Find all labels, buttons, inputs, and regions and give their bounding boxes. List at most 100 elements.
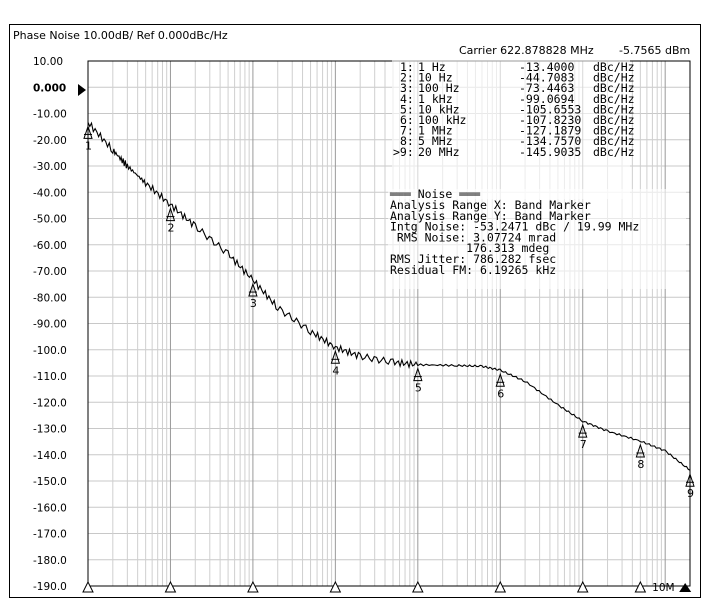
x-axis-band-markers[interactable]: 10M bbox=[82, 580, 692, 594]
noise-analysis-panel: ═══ Noise ═══Analysis Range X: Band Mark… bbox=[388, 187, 686, 289]
band-marker-icon[interactable] bbox=[634, 580, 647, 593]
band-marker-icon[interactable] bbox=[576, 580, 589, 593]
marker-9-triangle[interactable] bbox=[685, 472, 695, 487]
noise-panel-backdrop bbox=[388, 189, 686, 289]
noise-line: 176.313 mdeg bbox=[390, 241, 549, 255]
marker-table-cell: -134.7570 bbox=[519, 134, 581, 148]
marker-table-cell: 7: bbox=[400, 124, 414, 138]
marker-5-triangle[interactable] bbox=[413, 367, 423, 382]
marker-table-cell: 20 MHz bbox=[418, 145, 460, 159]
marker-table-cell: -13.4000 bbox=[519, 60, 574, 74]
marker-table-cell: 5 MHz bbox=[418, 134, 453, 148]
marker-3-triangle[interactable] bbox=[248, 282, 258, 297]
marker-table-cell: -44.7083 bbox=[519, 71, 574, 85]
ref-level-label: 0.000 bbox=[33, 82, 66, 94]
marker-table-cell: 2: bbox=[400, 71, 414, 85]
band-marker-icon[interactable] bbox=[494, 580, 507, 593]
x-axis-label-10m: 10M bbox=[652, 582, 674, 594]
marker-table-cell: dBc/Hz bbox=[593, 102, 635, 116]
y-tick-label: -90.00 bbox=[33, 319, 67, 331]
band-end-arrow-icon[interactable] bbox=[679, 583, 692, 592]
marker-table-cell: 1: bbox=[400, 60, 414, 74]
y-tick-label: -50.00 bbox=[33, 214, 67, 226]
y-tick-label: -160.0 bbox=[33, 502, 67, 514]
marker-table-cell: dBc/Hz bbox=[593, 60, 635, 74]
marker-table-cell: 5: bbox=[400, 102, 414, 116]
y-tick-label: -30.00 bbox=[33, 161, 67, 173]
band-marker-icon[interactable] bbox=[329, 580, 342, 593]
y-tick-label: -120.0 bbox=[33, 397, 67, 409]
marker-table-backdrop bbox=[392, 60, 630, 199]
band-marker-icon[interactable] bbox=[82, 580, 94, 593]
marker-table-cell: dBc/Hz bbox=[593, 81, 635, 95]
marker-table-cell: -127.1879 bbox=[519, 124, 581, 138]
y-tick-label: -20.00 bbox=[33, 135, 67, 147]
noise-line: Intg Noise: -53.2471 dBc / 19.99 MHz bbox=[390, 220, 639, 234]
marker-table-cell: dBc/Hz bbox=[593, 124, 635, 138]
marker-table-cell: 10 kHz bbox=[418, 102, 460, 116]
marker-table-cell: 4: bbox=[400, 92, 414, 106]
marker-table-cell: -107.8230 bbox=[519, 113, 581, 127]
title-bar-strip bbox=[0, 0, 703, 22]
carrier-frequency-readout: Carrier 622.878828 MHz bbox=[459, 44, 594, 57]
grid-lines bbox=[87, 60, 691, 587]
marker-5-label: 5 bbox=[415, 382, 422, 395]
noise-heading: ═══ Noise ═══ bbox=[389, 187, 481, 201]
marker-2-label: 2 bbox=[167, 222, 174, 235]
marker-table-cell: dBc/Hz bbox=[593, 145, 635, 159]
y-tick-label: -170.0 bbox=[33, 529, 67, 541]
marker-table-cell: dBc/Hz bbox=[593, 134, 635, 148]
marker-6-label: 6 bbox=[497, 387, 504, 400]
noise-line: Analysis Range Y: Band Marker bbox=[390, 209, 591, 223]
y-tick-label: -150.0 bbox=[33, 476, 67, 488]
plot-area-border bbox=[87, 60, 691, 587]
marker-table-cell: -73.4463 bbox=[519, 81, 574, 95]
marker-table-cell: 8: bbox=[400, 134, 414, 148]
band-marker-icon[interactable] bbox=[247, 580, 259, 593]
chart-title[interactable]: Phase Noise 10.00dB/ Ref 0.000dBc/Hz bbox=[13, 29, 228, 42]
marker-table-cell: 100 kHz bbox=[418, 113, 466, 127]
marker-3-label: 3 bbox=[250, 297, 257, 310]
y-tick-label: -180.0 bbox=[33, 555, 67, 567]
y-tick-label: -10.00 bbox=[33, 109, 67, 121]
marker-table-cell: dBc/Hz bbox=[593, 113, 635, 127]
marker-4-triangle[interactable] bbox=[330, 349, 341, 364]
marker-7-label: 7 bbox=[580, 438, 587, 451]
y-tick-label: -70.00 bbox=[33, 266, 67, 278]
marker-table-cell: 100 Hz bbox=[418, 81, 460, 95]
y-tick-label: -110.0 bbox=[33, 371, 67, 383]
marker-4-label: 4 bbox=[332, 364, 339, 377]
noise-line: Residual FM: 6.19265 kHz bbox=[390, 263, 556, 277]
marker-8-triangle[interactable] bbox=[635, 443, 646, 458]
marker-group[interactable]: 1 2 3 4 5 6 7 8 9 bbox=[83, 124, 695, 500]
marker-1-triangle[interactable] bbox=[83, 124, 93, 139]
y-tick-label: -190.0 bbox=[33, 581, 67, 593]
band-marker-icon[interactable] bbox=[412, 580, 424, 593]
marker-2-triangle[interactable] bbox=[165, 207, 176, 222]
ref-level-arrow[interactable] bbox=[78, 84, 86, 96]
y-tick-label: -100.0 bbox=[33, 345, 67, 357]
marker-table-cell: 6: bbox=[400, 113, 414, 127]
noise-line: RMS Noise: 3.07724 mrad bbox=[390, 230, 556, 244]
marker-table-cell: 3: bbox=[400, 81, 414, 95]
marker-table-cell: 10 Hz bbox=[418, 71, 453, 85]
noise-line: RMS Jitter: 786.282 fsec bbox=[390, 252, 556, 266]
marker-table: 1: 1 Hz -13.4000 dBc/Hz 2: 10 Hz -44.7083 dBc/H… bbox=[392, 60, 635, 199]
carrier-power-readout: -5.7565 dBm bbox=[619, 44, 691, 57]
marker-table-cell: -145.9035 bbox=[519, 145, 581, 159]
marker-table-cell: -105.6553 bbox=[519, 102, 581, 116]
marker-table-cell: >9: bbox=[393, 145, 414, 159]
marker-7-triangle[interactable] bbox=[578, 423, 588, 438]
y-tick-label: -130.0 bbox=[33, 424, 67, 436]
marker-6-triangle[interactable] bbox=[495, 372, 505, 387]
y-tick-label: -40.00 bbox=[33, 187, 67, 199]
phase-noise-trace bbox=[87, 121, 691, 471]
y-axis-tick-labels: 10.00 -10.00 -20.00 -30.00 -40.00 -50.00 -60.0… bbox=[33, 56, 67, 593]
marker-table-cell: 1 kHz bbox=[418, 92, 453, 106]
marker-table-cell: dBc/Hz bbox=[593, 71, 635, 85]
marker-9-label: 9 bbox=[687, 487, 694, 500]
noise-line: Analysis Range X: Band Marker bbox=[390, 198, 591, 212]
band-marker-icon[interactable] bbox=[164, 580, 177, 593]
y-tick-label: -80.00 bbox=[33, 292, 67, 304]
